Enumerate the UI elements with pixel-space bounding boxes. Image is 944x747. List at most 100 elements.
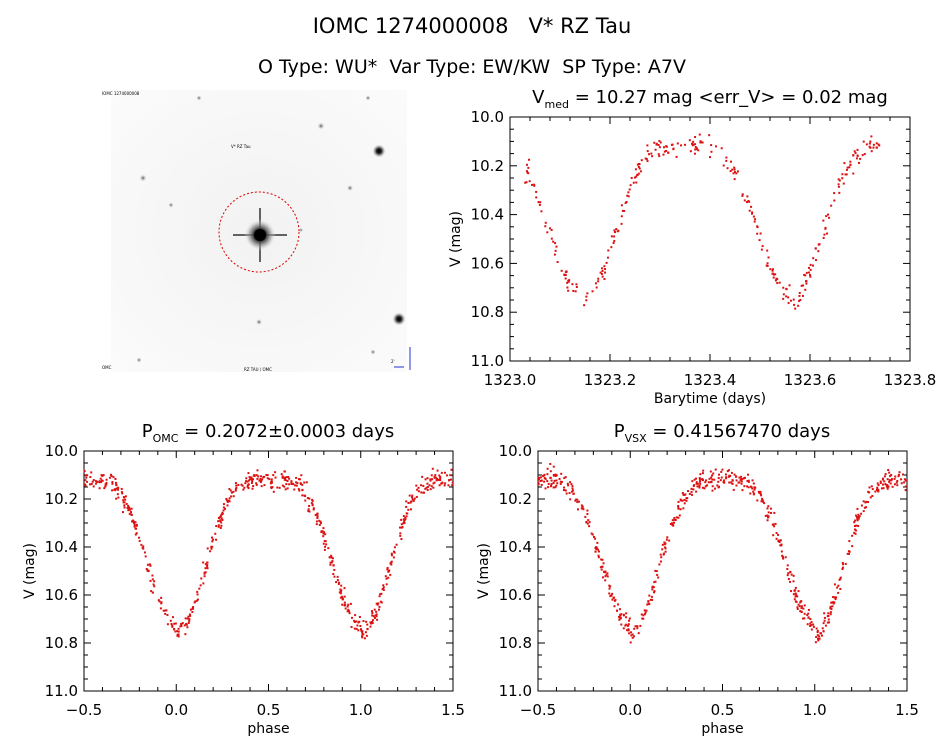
data-point: [84, 484, 87, 487]
data-point: [280, 473, 283, 476]
data-point: [540, 483, 543, 486]
data-point: [232, 495, 235, 498]
data-point: [654, 580, 657, 583]
data-point: [637, 165, 640, 168]
data-point: [592, 535, 595, 538]
data-point: [371, 622, 374, 625]
data-point: [535, 196, 538, 199]
data-point: [809, 275, 812, 278]
data-point: [773, 525, 776, 528]
data-point: [622, 627, 625, 630]
data-point: [711, 489, 714, 492]
data-point: [897, 475, 900, 478]
data-point: [552, 486, 555, 489]
data-point: [389, 573, 392, 576]
data-point: [857, 161, 860, 164]
data-point: [737, 481, 740, 484]
data-point: [857, 524, 860, 527]
data-point: [404, 518, 407, 521]
data-point: [431, 467, 434, 470]
data-point: [748, 209, 751, 212]
data-point: [626, 194, 629, 197]
data-point: [620, 222, 623, 225]
data-point: [341, 603, 344, 606]
data-point: [528, 180, 531, 183]
data-point: [886, 478, 889, 481]
data-point: [379, 593, 382, 596]
data-point: [669, 523, 672, 526]
data-point: [690, 493, 693, 496]
data-point: [665, 145, 668, 148]
data-point: [876, 487, 879, 490]
data-point: [224, 507, 227, 510]
data-point: [664, 547, 667, 550]
y-tick-label: 11.0: [45, 682, 78, 700]
data-point: [751, 487, 754, 490]
data-point: [361, 631, 364, 634]
chart-title: POMC = 0.2072±0.0003 days: [142, 421, 394, 445]
data-point: [305, 481, 308, 484]
data-point: [202, 582, 205, 585]
data-point: [723, 479, 726, 482]
x-tick-label: 1323.2: [584, 371, 637, 389]
y-tick-label: 10.2: [45, 490, 78, 508]
data-point: [807, 612, 810, 615]
data-point: [809, 273, 812, 276]
data-point: [710, 144, 713, 147]
data-point: [135, 532, 138, 535]
data-point: [572, 290, 575, 293]
data-point: [426, 485, 429, 488]
data-point: [176, 630, 179, 633]
data-point: [259, 481, 262, 484]
data-point: [371, 612, 374, 615]
data-point: [715, 145, 718, 148]
data-point: [349, 602, 352, 605]
data-point: [448, 479, 451, 482]
data-point: [110, 473, 113, 476]
data-point: [565, 492, 568, 495]
data-point: [760, 248, 763, 251]
data-point: [128, 512, 131, 515]
data-point: [295, 481, 298, 484]
data-point: [834, 598, 837, 601]
data-point: [782, 286, 785, 289]
data-point: [653, 591, 656, 594]
data-point: [752, 493, 755, 496]
data-point: [795, 600, 798, 603]
data-point: [116, 493, 119, 496]
data-point: [857, 515, 860, 518]
data-point: [362, 620, 365, 623]
data-point: [176, 633, 179, 636]
data-point: [628, 617, 631, 620]
data-point: [826, 621, 829, 624]
data-point: [234, 482, 237, 485]
data-point: [682, 507, 685, 510]
data-point: [549, 476, 552, 479]
data-point: [270, 481, 273, 484]
data-point: [610, 246, 613, 249]
data-point: [814, 247, 817, 250]
data-point: [585, 295, 588, 298]
data-point: [214, 532, 217, 535]
y-tick-label: 10.6: [499, 586, 532, 604]
data-point: [102, 474, 105, 477]
data-point: [823, 612, 826, 615]
data-point: [743, 199, 746, 202]
data-point: [795, 593, 798, 596]
data-point: [316, 513, 319, 516]
data-point: [283, 470, 286, 473]
data-point: [434, 474, 437, 477]
data-point: [672, 147, 675, 150]
data-point: [694, 146, 697, 149]
figure-subtitle: O Type: WU* Var Type: EW/KW SP Type: A7V: [257, 56, 686, 78]
data-point: [288, 477, 291, 480]
data-point: [637, 172, 640, 175]
data-point: [129, 511, 132, 514]
field-star: [298, 227, 304, 233]
data-point: [844, 173, 847, 176]
data-point: [140, 543, 143, 546]
x-axis-label: phase: [701, 721, 743, 737]
data-point: [150, 590, 153, 593]
data-point: [110, 475, 113, 478]
data-point: [881, 478, 884, 481]
